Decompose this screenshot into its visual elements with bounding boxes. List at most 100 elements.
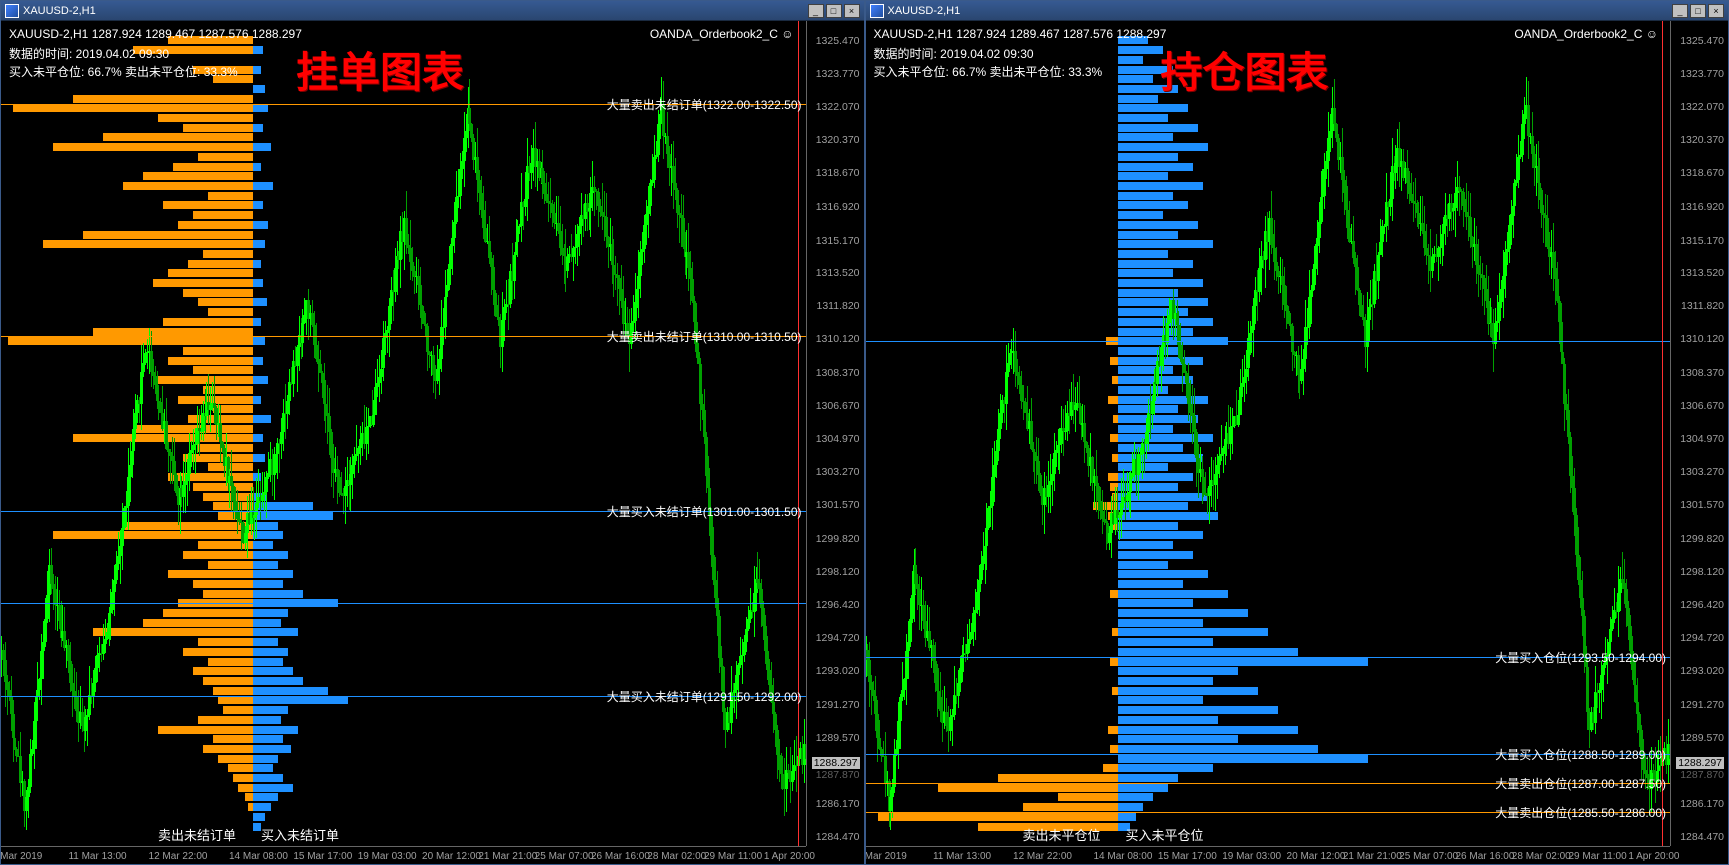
candle-body xyxy=(513,255,516,281)
candle-body xyxy=(219,423,222,442)
orderbook-bar-buy xyxy=(253,163,261,171)
orderbook-bar-sell xyxy=(168,357,253,365)
orderbook-bar-buy xyxy=(253,396,261,404)
candle xyxy=(229,469,230,508)
candle xyxy=(1213,460,1214,510)
orderbook-bar-buy xyxy=(253,240,265,248)
orderbook-bar-buy xyxy=(1118,201,1188,209)
maximize-button[interactable]: □ xyxy=(1690,4,1706,18)
y-tick: 1313.520 xyxy=(816,267,860,279)
orderbook-bar-sell xyxy=(203,745,253,753)
orderbook-bar-buy xyxy=(1118,454,1203,462)
horizontal-line xyxy=(1,603,806,604)
orderbook-bar-buy xyxy=(1118,745,1318,753)
big-title-right: 持仓图表 xyxy=(1161,39,1329,100)
orderbook-bar-buy xyxy=(1118,347,1183,355)
candle-body xyxy=(985,528,988,545)
orderbook-bar-buy xyxy=(253,755,278,763)
candle-body xyxy=(1377,255,1380,281)
orderbook-bar-buy xyxy=(1118,46,1163,54)
candle xyxy=(794,740,795,781)
orderbook-bar-sell xyxy=(223,706,253,714)
orderbook-bar-buy xyxy=(1118,658,1368,666)
orderbook-bar-buy xyxy=(253,561,278,569)
chart-body-right[interactable]: 大量买入仓位(1293.50-1294.00)大量买入仓位(1288.50-12… xyxy=(866,21,1729,864)
orderbook-bar-buy xyxy=(1118,250,1168,258)
title-bar[interactable]: XAUUSD-2,H1 _ □ × xyxy=(866,1,1729,21)
orderbook-bar-buy xyxy=(1118,269,1173,277)
app-icon xyxy=(5,4,19,18)
orderbook-bar-sell xyxy=(208,308,253,316)
orderbook-bar-buy xyxy=(253,66,261,74)
candle xyxy=(615,256,616,290)
orderbook-bar-sell xyxy=(1110,357,1118,365)
orderbook-bar-buy xyxy=(1118,619,1203,627)
orderbook-bar-buy xyxy=(253,658,283,666)
y-axis: 1325.4701323.7701322.0701320.3701318.670… xyxy=(1670,21,1728,846)
orderbook-bar-sell xyxy=(218,755,253,763)
candle xyxy=(1063,409,1064,456)
y-tick: 1322.070 xyxy=(1680,101,1724,113)
candle-body xyxy=(1129,477,1132,491)
orderbook-bar-sell xyxy=(1108,473,1118,481)
orderbook-bar-sell xyxy=(53,143,253,151)
x-tick: 12 Mar 22:00 xyxy=(149,851,208,862)
orderbook-bar-buy xyxy=(1118,570,1208,578)
orderbook-bar-sell xyxy=(193,580,253,588)
orderbook-bar-buy xyxy=(253,221,268,229)
orderbook-bar-buy xyxy=(253,143,271,151)
orderbook-bar-sell xyxy=(218,696,253,704)
candle xyxy=(416,257,417,293)
orderbook-bar-sell xyxy=(183,347,253,355)
x-tick: 21 Mar 21:00 xyxy=(1343,851,1402,862)
x-tick: 20 Mar 12:00 xyxy=(422,851,481,862)
orderbook-bar-sell xyxy=(1058,793,1118,801)
candle-body xyxy=(121,528,124,545)
minimize-button[interactable]: _ xyxy=(808,4,824,18)
x-tick: 20 Mar 12:00 xyxy=(1287,851,1346,862)
orderbook-bar-buy xyxy=(1118,415,1198,423)
orderbook-bar-buy xyxy=(253,609,288,617)
annotation: 大量卖出仓位(1287.00-1287.50) xyxy=(1495,775,1666,792)
candle-body xyxy=(492,267,495,290)
y-tick: 1294.720 xyxy=(816,632,860,644)
y-tick: 1296.420 xyxy=(1680,599,1724,611)
orderbook-bar-buy xyxy=(1118,551,1193,559)
y-tick: 1287.870 xyxy=(816,769,860,781)
x-tick: 25 Mar 07:00 xyxy=(1399,851,1458,862)
orderbook-bar-buy xyxy=(1118,104,1188,112)
orderbook-bar-sell xyxy=(878,813,1118,821)
orderbook-bar-buy xyxy=(1118,599,1193,607)
orderbook-bar-buy xyxy=(1118,163,1193,171)
close-button[interactable]: × xyxy=(1708,4,1724,18)
y-tick: 1289.570 xyxy=(816,732,860,744)
chart-header-line3: 买入未平仓位: 66.7% 卖出未平仓位: 33.3% xyxy=(874,63,1103,80)
chart-body-left[interactable]: 大量卖出未结订单(1322.00-1322.50)大量卖出未结订单(1310.0… xyxy=(1,21,864,864)
candle xyxy=(679,205,680,243)
candle-body xyxy=(445,290,448,297)
orderbook-bar-buy xyxy=(253,638,278,646)
big-title-left: 挂单图表 xyxy=(296,39,464,100)
candle-body xyxy=(1310,290,1313,297)
legend-sell: 卖出未平仓位 xyxy=(1023,825,1101,844)
title-bar[interactable]: XAUUSD-2,H1 _ □ × xyxy=(1,1,864,21)
orderbook-bar-buy xyxy=(1118,687,1258,695)
y-tick: 1306.670 xyxy=(816,400,860,412)
legend-buy: 买入未结订单 xyxy=(261,825,339,844)
y-tick: 1306.670 xyxy=(1680,400,1724,412)
minimize-button[interactable]: _ xyxy=(1672,4,1688,18)
orderbook-bar-sell xyxy=(43,240,253,248)
orderbook-bar-buy xyxy=(1118,696,1203,704)
orderbook-bar-sell xyxy=(198,153,253,161)
orderbook-bar-sell xyxy=(193,211,253,219)
candle-body xyxy=(1356,267,1359,290)
candle xyxy=(602,183,603,229)
close-button[interactable]: × xyxy=(844,4,860,18)
horizontal-line xyxy=(866,341,1671,342)
candle xyxy=(1094,469,1095,508)
y-tick: 1318.670 xyxy=(1680,167,1724,179)
orderbook-bar-sell xyxy=(245,793,253,801)
orderbook-bar-sell xyxy=(183,124,253,132)
maximize-button[interactable]: □ xyxy=(826,4,842,18)
candle xyxy=(1426,224,1427,264)
